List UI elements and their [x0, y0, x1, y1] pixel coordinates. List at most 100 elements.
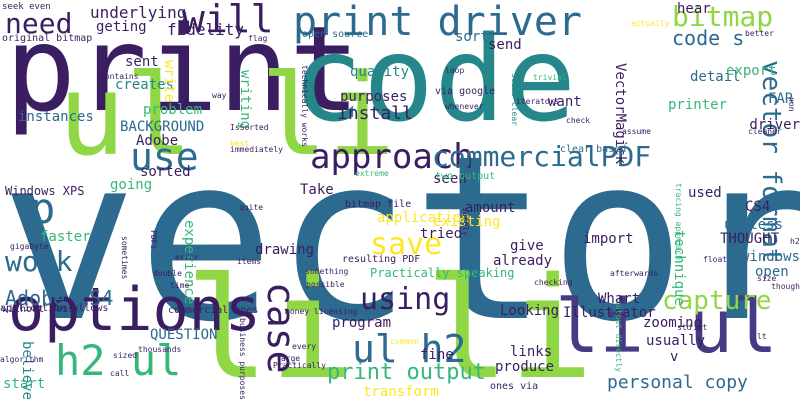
- cloud-word: import: [583, 231, 634, 247]
- cloud-word: produce: [495, 359, 555, 375]
- cloud-word: sent: [125, 54, 159, 70]
- cloud-word: resulting PDF: [342, 254, 421, 265]
- cloud-word: print driver: [293, 0, 582, 45]
- cloud-word: transform: [363, 384, 439, 400]
- cloud-word: tracing approach: [674, 183, 683, 261]
- cloud-word: detail: [690, 69, 741, 85]
- cloud-word: use: [130, 135, 199, 179]
- cloud-word: zooming: [643, 315, 703, 331]
- cloud-word: open: [755, 264, 789, 280]
- cloud-word: Practically: [273, 361, 326, 370]
- cloud-word: FAR: [768, 91, 794, 107]
- cloud-word: print output: [327, 360, 486, 385]
- cloud-word: work: [5, 245, 73, 278]
- cloud-word: best: [230, 139, 250, 148]
- cloud-word: original bitmap: [2, 33, 93, 44]
- cloud-word: li: [425, 248, 594, 400]
- cloud-word: gigabyte: [10, 242, 49, 251]
- cloud-word: better: [745, 29, 774, 38]
- cloud-word: drawing: [255, 242, 315, 258]
- cloud-word: li ul: [555, 284, 778, 370]
- cloud-word: ul li: [58, 51, 396, 181]
- cloud-word: items: [237, 257, 262, 266]
- cloud-word: underlying: [90, 3, 187, 22]
- cloud-word: sort: [455, 29, 489, 45]
- cloud-word: large: [276, 354, 301, 363]
- cloud-word: export: [726, 63, 777, 79]
- cloud-word: call: [110, 369, 130, 378]
- cloud-word: non: [787, 97, 796, 112]
- cloud-word: windows: [740, 249, 800, 265]
- cloud-word: fidelity: [167, 20, 245, 39]
- cloud-word: size: [757, 274, 777, 283]
- cloud-word: sized: [113, 351, 138, 360]
- cloud-word: THOUGHT: [720, 231, 780, 247]
- cloud-word: hear: [677, 1, 711, 17]
- cloud-word: every: [292, 342, 317, 351]
- cloud-word: assume: [622, 127, 651, 136]
- cloud-word: existing: [433, 214, 501, 230]
- cloud-word: going: [110, 177, 153, 193]
- cloud-word: need: [5, 7, 73, 40]
- cloud-word: thousands: [138, 345, 182, 354]
- cloud-word: purposes: [340, 89, 408, 105]
- cloud-word: float: [703, 255, 728, 264]
- cloud-word: v: [670, 349, 679, 365]
- cloud-word: faster: [40, 229, 91, 245]
- cloud-word: save: [370, 227, 443, 262]
- cloud-word: quite: [239, 203, 264, 212]
- cloud-word: loop: [445, 66, 465, 75]
- cloud-word: useless: [724, 217, 784, 233]
- cloud-word: usually: [646, 333, 706, 349]
- cloud-word: clear based: [560, 144, 627, 155]
- cloud-word: immediately: [230, 145, 283, 154]
- cloud-word: possible: [306, 280, 345, 289]
- cloud-word: safely: [461, 207, 470, 236]
- cloud-word: believe: [19, 340, 35, 400]
- cloud-word: way: [212, 91, 227, 100]
- cloud-word: want: [548, 94, 582, 110]
- cloud-word: h2: [790, 237, 800, 246]
- cloud-word: cleaner: [748, 127, 782, 136]
- cloud-word: CS4: [745, 199, 771, 215]
- cloud-word: code s: [672, 26, 745, 50]
- cloud-word: seen: [433, 171, 467, 187]
- cloud-word: bitmap file: [345, 199, 412, 210]
- cloud-word: options: [8, 275, 261, 345]
- cloud-word: bitmap: [672, 0, 774, 33]
- cloud-word: Take: [300, 182, 334, 198]
- cloud-word: money licensing: [285, 307, 358, 316]
- cloud-word: extreme: [355, 169, 389, 178]
- cloud-word: Illustrator: [563, 305, 656, 321]
- cloud-word: seek even: [2, 2, 51, 12]
- cloud-word: business purposes: [238, 318, 247, 400]
- cloud-word: driver: [749, 117, 800, 133]
- cloud-word: sorted: [140, 164, 191, 180]
- cloud-word: Looking: [500, 303, 560, 319]
- cloud-word: instances: [18, 109, 94, 125]
- cloud-word: PDFs: [149, 230, 158, 250]
- cloud-word: sometimes: [120, 236, 129, 280]
- cloud-word: two output: [435, 171, 496, 182]
- cloud-word: actually: [631, 19, 670, 28]
- cloud-word: application allows: [0, 303, 109, 314]
- cloud-word: checking: [534, 278, 573, 287]
- cloud-word: p: [30, 184, 56, 233]
- cloud-word: without loss: [2, 304, 75, 315]
- cloud-word: vector: [0, 106, 800, 372]
- cloud-word: write: [161, 60, 177, 103]
- cloud-word: printer: [668, 97, 728, 113]
- cloud-word: via google: [435, 86, 496, 97]
- cloud-word: ul h2: [352, 327, 467, 371]
- cloud-word: ones via: [490, 381, 539, 392]
- cloud-word: double: [153, 269, 182, 278]
- cloud-word: time: [170, 281, 190, 290]
- cloud-word: problem: [143, 102, 203, 118]
- cloud-word: start: [3, 376, 46, 392]
- cloud-word: afterwards: [610, 269, 659, 278]
- cloud-word: BACKGROUND: [120, 119, 205, 135]
- cloud-word: std: [677, 323, 692, 332]
- cloud-word: error: [175, 253, 200, 262]
- cloud-word: links: [510, 344, 553, 360]
- cloud-word: flag: [248, 34, 268, 43]
